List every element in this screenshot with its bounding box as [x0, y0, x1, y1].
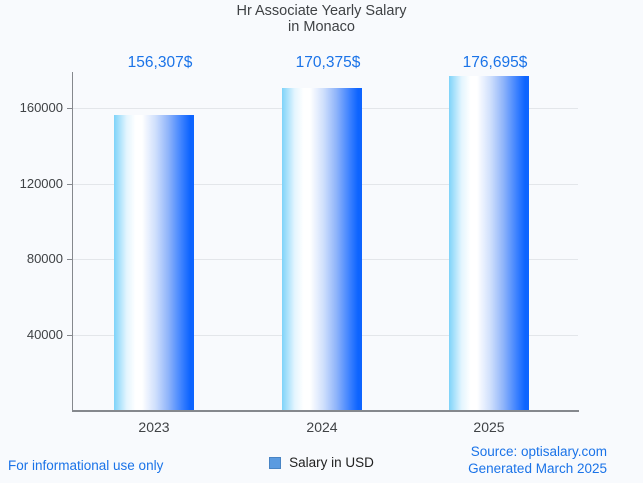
- x-axis-label-2024: 2024: [306, 419, 338, 435]
- x-axis-label-2023: 2023: [138, 419, 170, 435]
- bar-2025: [449, 76, 529, 411]
- source-block: Source: optisalary.com Generated March 2…: [468, 444, 607, 477]
- y-tick-mark-40000: [67, 335, 72, 337]
- source-text: Source: optisalary.com: [470, 444, 607, 459]
- y-tick-mark-80000: [67, 259, 72, 261]
- bar-value-label-2025: 176,695$: [462, 54, 528, 71]
- y-tick-label-120000: 120000: [19, 175, 63, 191]
- legend: Salary in USD: [0, 455, 643, 470]
- legend-label: Salary in USD: [289, 455, 374, 470]
- legend-swatch-icon: [269, 456, 282, 469]
- bar-2023: [114, 114, 194, 411]
- y-tick-label-160000: 160000: [19, 99, 63, 115]
- chart-title: Hr Associate Yearly Salary in Monaco: [0, 3, 643, 35]
- chart-title-line-1: Hr Associate Yearly Salary: [236, 3, 407, 19]
- y-tick-label-80000: 80000: [26, 251, 63, 267]
- y-axis-line: [72, 72, 73, 411]
- x-axis-line: [72, 410, 579, 412]
- bar-value-label-2023: 156,307$: [127, 54, 193, 71]
- y-tick-label-40000: 40000: [26, 327, 63, 343]
- generated-text: Generated March 2025: [468, 460, 607, 476]
- informational-note: For informational use only: [8, 458, 164, 473]
- x-axis-label-2025: 2025: [473, 419, 505, 435]
- bar-value-label-2024: 170,375$: [295, 54, 361, 71]
- y-tick-mark-160000: [67, 107, 72, 109]
- bar-2024: [282, 88, 362, 411]
- y-tick-mark-120000: [67, 183, 72, 185]
- chart-title-line-2: in Monaco: [288, 18, 355, 35]
